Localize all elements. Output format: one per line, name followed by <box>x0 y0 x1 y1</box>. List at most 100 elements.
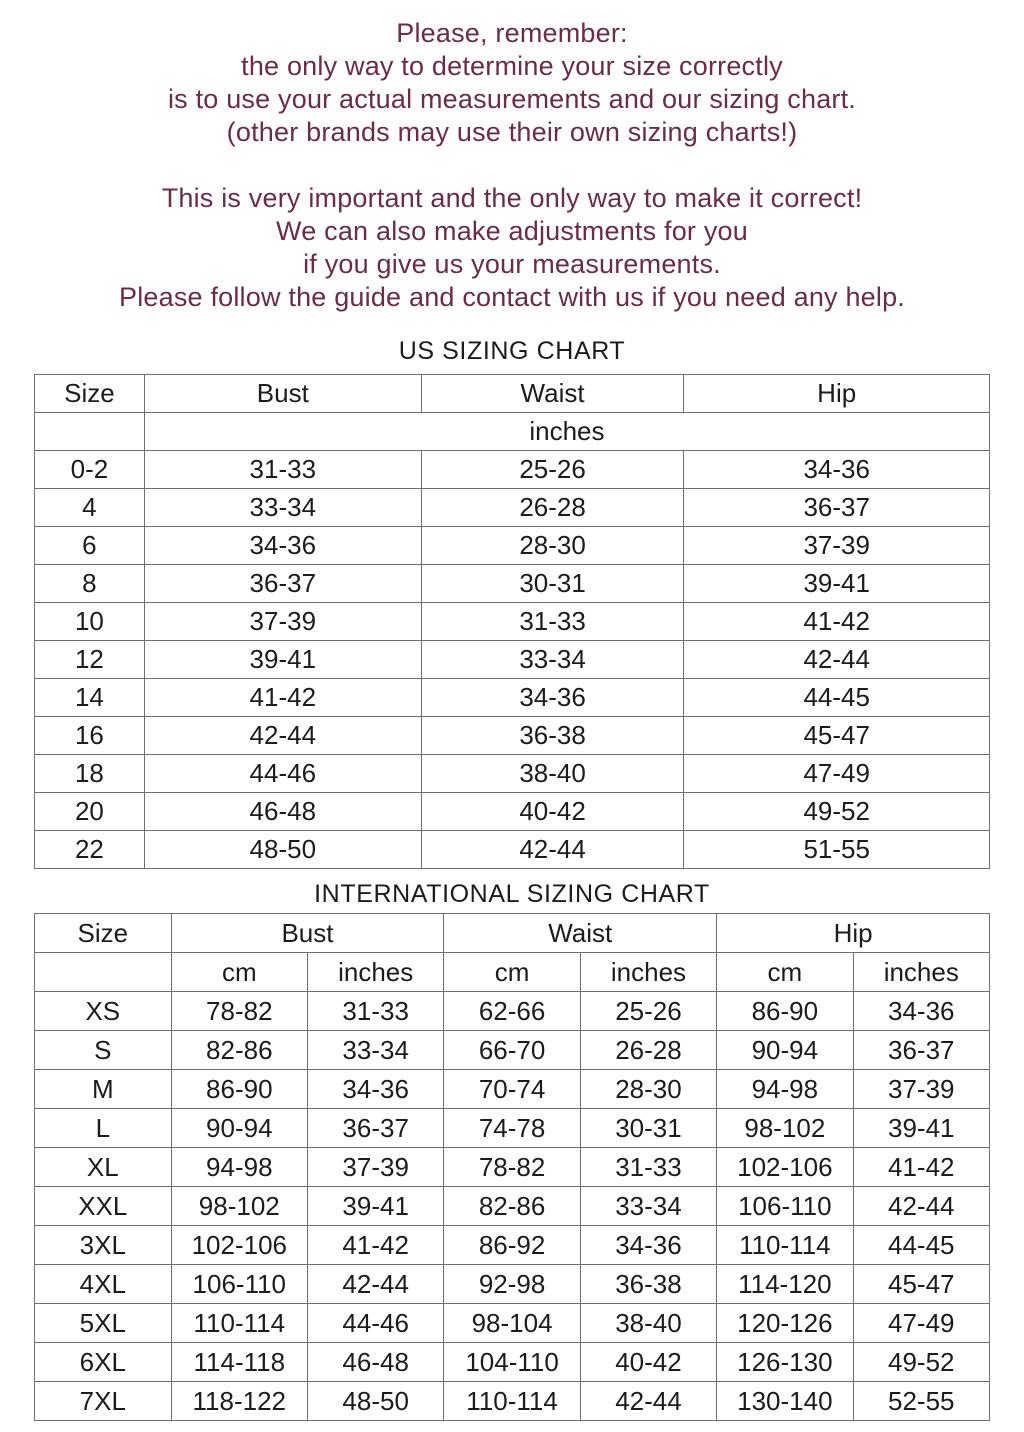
value-cell: 39-41 <box>852 1108 991 1148</box>
size-cell: 0-2 <box>34 450 145 489</box>
value-cell: 62-66 <box>443 991 581 1031</box>
value-cell: 82-86 <box>443 1186 581 1226</box>
value-cell: 36-37 <box>306 1108 445 1148</box>
intro-line: Please, remember: <box>396 18 628 48</box>
value-cell: 47-49 <box>683 754 990 793</box>
value-cell: 42-44 <box>420 830 685 869</box>
value-cell: 25-26 <box>579 991 718 1031</box>
table-row: M 86-90 34-36 70-74 28-30 94-98 37-39 <box>34 1069 991 1109</box>
empty-cell <box>34 412 145 451</box>
unit-header-inches: inches <box>579 952 718 992</box>
column-header-bust: Bust <box>143 374 422 413</box>
column-header-size: Size <box>34 913 172 953</box>
value-cell: 31-33 <box>579 1147 718 1187</box>
unit-header-cm: cm <box>716 952 854 992</box>
size-cell: 12 <box>34 640 145 679</box>
value-cell: 98-102 <box>716 1108 854 1148</box>
empty-cell <box>34 952 172 992</box>
value-cell: 45-47 <box>852 1264 991 1304</box>
value-cell: 44-46 <box>306 1303 445 1343</box>
size-cell: XXL <box>34 1186 172 1226</box>
column-header-waist: Waist <box>420 374 685 413</box>
value-cell: 34-36 <box>420 678 685 717</box>
table-row: Size Bust Waist Hip <box>34 374 990 413</box>
value-cell: 42-44 <box>579 1381 718 1421</box>
size-cell: S <box>34 1030 172 1070</box>
table-row: L 90-94 36-37 74-78 30-31 98-102 39-41 <box>34 1108 991 1148</box>
value-cell: 98-102 <box>170 1186 308 1226</box>
value-cell: 28-30 <box>579 1069 718 1109</box>
unit-header-inches: inches <box>852 952 991 992</box>
value-cell: 26-28 <box>420 488 685 527</box>
value-cell: 42-44 <box>683 640 990 679</box>
intro-line: if you give us your measurements. <box>303 249 721 279</box>
value-cell: 110-114 <box>170 1303 308 1343</box>
column-header-hip: Hip <box>683 374 990 413</box>
size-cell: 6XL <box>34 1342 172 1382</box>
size-cell: 4 <box>34 488 145 527</box>
value-cell: 45-47 <box>683 716 990 755</box>
value-cell: 78-82 <box>443 1147 581 1187</box>
table-row: XL 94-98 37-39 78-82 31-33 102-106 41-42 <box>34 1147 991 1187</box>
intro-line: (other brands may use their own sizing c… <box>226 117 798 147</box>
table-row: 14 41-42 34-36 44-45 <box>34 678 990 717</box>
value-cell: 90-94 <box>170 1108 308 1148</box>
size-cell: XS <box>34 991 172 1031</box>
value-cell: 92-98 <box>443 1264 581 1304</box>
value-cell: 36-37 <box>852 1030 991 1070</box>
value-cell: 38-40 <box>579 1303 718 1343</box>
intro-line: Please follow the guide and contact with… <box>118 282 905 312</box>
intro-line: We can also make adjustments for you <box>276 216 748 246</box>
table-row: 20 46-48 40-42 49-52 <box>34 792 990 831</box>
size-cell: 18 <box>34 754 145 793</box>
value-cell: 31-33 <box>143 450 422 489</box>
value-cell: 37-39 <box>306 1147 445 1187</box>
intro-paragraph-1: Please, remember: the only way to determi… <box>0 17 1024 149</box>
value-cell: 37-39 <box>852 1069 991 1109</box>
value-cell: 114-118 <box>170 1342 308 1382</box>
value-cell: 44-45 <box>852 1225 991 1265</box>
value-cell: 102-106 <box>716 1147 854 1187</box>
value-cell: 94-98 <box>170 1147 308 1187</box>
value-cell: 33-34 <box>579 1186 718 1226</box>
size-cell: 14 <box>34 678 145 717</box>
value-cell: 82-86 <box>170 1030 308 1070</box>
table-row: inches <box>34 412 991 451</box>
value-cell: 38-40 <box>420 754 685 793</box>
size-cell: 20 <box>34 792 145 831</box>
table-row: 7XL 118-122 48-50 110-114 42-44 130-140 52-55 <box>34 1381 991 1421</box>
intro-text: Please, remember: the only way to determi… <box>0 0 1024 314</box>
value-cell: 86-92 <box>443 1225 581 1265</box>
value-cell: 39-41 <box>683 564 990 603</box>
value-cell: 37-39 <box>143 602 422 641</box>
value-cell: 49-52 <box>683 792 990 831</box>
value-cell: 110-114 <box>443 1381 581 1421</box>
value-cell: 106-110 <box>170 1264 308 1304</box>
table-row: XS 78-82 31-33 62-66 25-26 86-90 34-36 <box>34 991 991 1031</box>
value-cell: 34-36 <box>683 450 990 489</box>
value-cell: 86-90 <box>170 1069 308 1109</box>
table-row: 0-2 31-33 25-26 34-36 <box>34 450 990 489</box>
size-cell: 16 <box>34 716 145 755</box>
size-cell: 3XL <box>34 1225 172 1265</box>
value-cell: 39-41 <box>143 640 422 679</box>
value-cell: 104-110 <box>443 1342 581 1382</box>
table-row: S 82-86 33-34 66-70 26-28 90-94 36-37 <box>34 1030 991 1070</box>
value-cell: 33-34 <box>306 1030 445 1070</box>
value-cell: 25-26 <box>420 450 685 489</box>
value-cell: 33-34 <box>420 640 685 679</box>
value-cell: 34-36 <box>306 1069 445 1109</box>
international-sizing-table: Size Bust Waist Hip cm inches cm inches cm inches… <box>34 913 991 1421</box>
value-cell: 66-70 <box>443 1030 581 1070</box>
value-cell: 90-94 <box>716 1030 854 1070</box>
value-cell: 44-45 <box>683 678 990 717</box>
intro-line: the only way to determine your size corr… <box>241 51 783 81</box>
column-header-bust: Bust <box>170 913 445 953</box>
table-row: XXL 98-102 39-41 82-86 33-34 106-110 42-44 <box>34 1186 991 1226</box>
table-row: 4 33-34 26-28 36-37 <box>34 488 990 527</box>
intro-paragraph-2: This is very important and the only way … <box>0 182 1024 314</box>
value-cell: 106-110 <box>716 1186 854 1226</box>
table-row: 16 42-44 36-38 45-47 <box>34 716 990 755</box>
table-row: Size Bust Waist Hip <box>34 913 990 953</box>
value-cell: 130-140 <box>716 1381 854 1421</box>
